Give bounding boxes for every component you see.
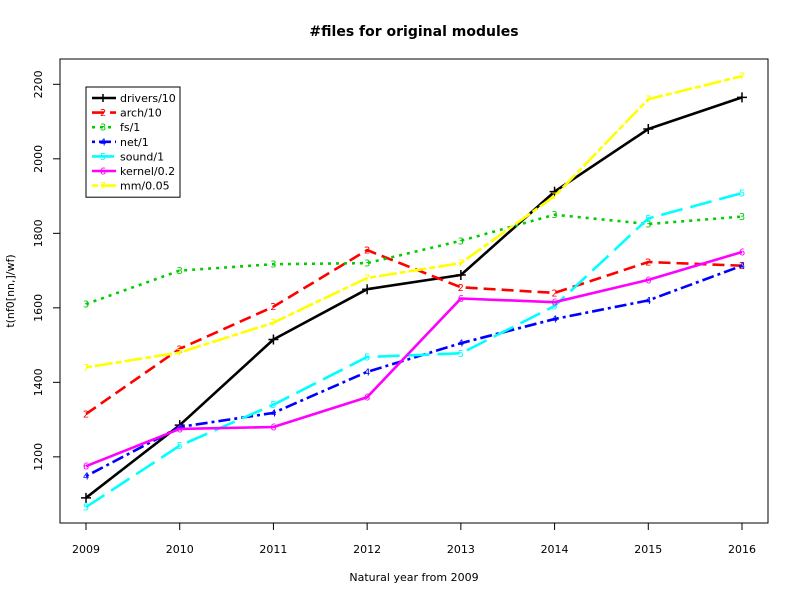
x-tick-label: 2015	[634, 543, 662, 556]
point-marker: 4	[645, 296, 651, 307]
point-marker: 7	[551, 192, 557, 203]
point-marker: 5	[83, 503, 89, 514]
y-tick-label: 2200	[32, 70, 45, 98]
point-marker: 5	[551, 301, 557, 312]
point-marker: 3	[177, 266, 183, 277]
x-tick-label: 2013	[447, 543, 475, 556]
point-marker	[268, 334, 279, 345]
point-marker: 2	[364, 246, 370, 257]
point-marker: 2	[551, 288, 557, 299]
point-marker: 7	[177, 348, 183, 359]
point-marker: 6	[177, 424, 183, 435]
legend-label-0: drivers/10	[120, 92, 176, 105]
x-tick-label: 2016	[728, 543, 756, 556]
series-line-3	[85, 264, 743, 478]
point-marker: 4	[83, 472, 89, 483]
point-marker: 5	[364, 353, 370, 364]
y-tick-label: 1200	[32, 443, 45, 471]
series-line-2	[85, 213, 743, 306]
point-marker: 3	[364, 259, 370, 270]
x-tick-label: 2012	[353, 543, 381, 556]
point-marker: 4	[364, 367, 370, 378]
point-marker: 4	[458, 339, 464, 350]
point-marker: 6	[551, 298, 557, 309]
series-line-6	[85, 74, 743, 369]
point-marker: 3	[83, 300, 89, 311]
y-tick-label: 1800	[32, 219, 45, 247]
point-marker: 6	[270, 423, 276, 434]
y-axis-label: t(nf0[nn,]/wf)	[4, 254, 17, 327]
x-axis-label: Natural year from 2009	[349, 571, 478, 584]
point-marker: 3	[551, 210, 557, 221]
x-axis: 2009 2010 2011 2012 2013 2014 2015 2016	[72, 523, 756, 556]
point-marker: 3	[739, 212, 745, 223]
legend-marker: 6	[100, 167, 106, 178]
plot-frame	[59, 58, 769, 524]
point-marker	[737, 92, 747, 103]
y-tick-label: 1400	[32, 368, 45, 396]
legend: drivers/10 2 arch/10 3 fs/1 4 net/1 5 sound/1 6 ke…	[85, 86, 181, 198]
point-marker: 5	[458, 349, 464, 360]
point-marker: 6	[739, 247, 745, 258]
x-tick-label: 2014	[541, 543, 569, 556]
point-marker: 7	[364, 274, 370, 285]
point-marker	[81, 492, 91, 503]
point-marker: 3	[270, 260, 276, 271]
x-tick-label: 2010	[166, 543, 194, 556]
series-line-0	[85, 96, 743, 499]
point-marker	[362, 284, 373, 295]
y-tick-label: 1600	[32, 294, 45, 322]
point-marker: 4	[739, 261, 745, 272]
point-marker: 7	[645, 95, 651, 106]
point-marker: 2	[83, 410, 89, 421]
point-marker	[455, 270, 466, 281]
point-marker: 7	[83, 363, 89, 374]
x-tick-label: 2009	[72, 543, 100, 556]
point-marker: 2	[645, 258, 651, 269]
series-line-4	[85, 191, 743, 509]
point-marker: 6	[645, 275, 651, 286]
legend-label-6: mm/0.05	[120, 180, 170, 193]
legend-label-1: arch/10	[120, 107, 162, 120]
point-marker: 2	[458, 283, 464, 294]
point-marker: 5	[645, 214, 651, 225]
point-marker: 5	[177, 441, 183, 452]
point-marker: 4	[551, 315, 557, 326]
legend-label-5: kernel/0.2	[120, 165, 175, 178]
chart-title: #files for original modules	[309, 24, 518, 40]
legend-marker: 3	[100, 123, 106, 134]
point-marker: 2	[270, 302, 276, 313]
point-marker: 4	[270, 408, 276, 419]
point-marker: 3	[645, 220, 651, 231]
point-marker: 2	[177, 344, 183, 355]
point-marker	[643, 124, 654, 135]
point-marker: 5	[270, 400, 276, 411]
point-marker: 7	[458, 259, 464, 270]
legend-marker: 2	[100, 108, 106, 119]
point-marker: 6	[83, 462, 89, 473]
point-marker: 7	[739, 72, 745, 83]
series-line-5	[85, 250, 743, 468]
legend-label-2: fs/1	[120, 121, 140, 134]
legend-marker	[99, 94, 107, 102]
legend-label-3: net/1	[120, 136, 149, 149]
y-axis: 1200 1400 1600 1800 2000 2200	[32, 70, 60, 471]
legend-marker: 4	[100, 137, 106, 148]
x-tick-label: 2011	[259, 543, 287, 556]
point-marker: 5	[739, 189, 745, 200]
point-marker: 6	[458, 294, 464, 305]
legend-marker: 7	[100, 181, 106, 192]
point-marker: 3	[458, 236, 464, 247]
point-marker: 6	[364, 393, 370, 404]
legend-label-4: sound/1	[120, 150, 164, 163]
point-marker: 7	[270, 318, 276, 329]
series-line-1	[85, 248, 743, 416]
y-tick-label: 2000	[32, 145, 45, 173]
legend-marker: 5	[100, 152, 106, 163]
